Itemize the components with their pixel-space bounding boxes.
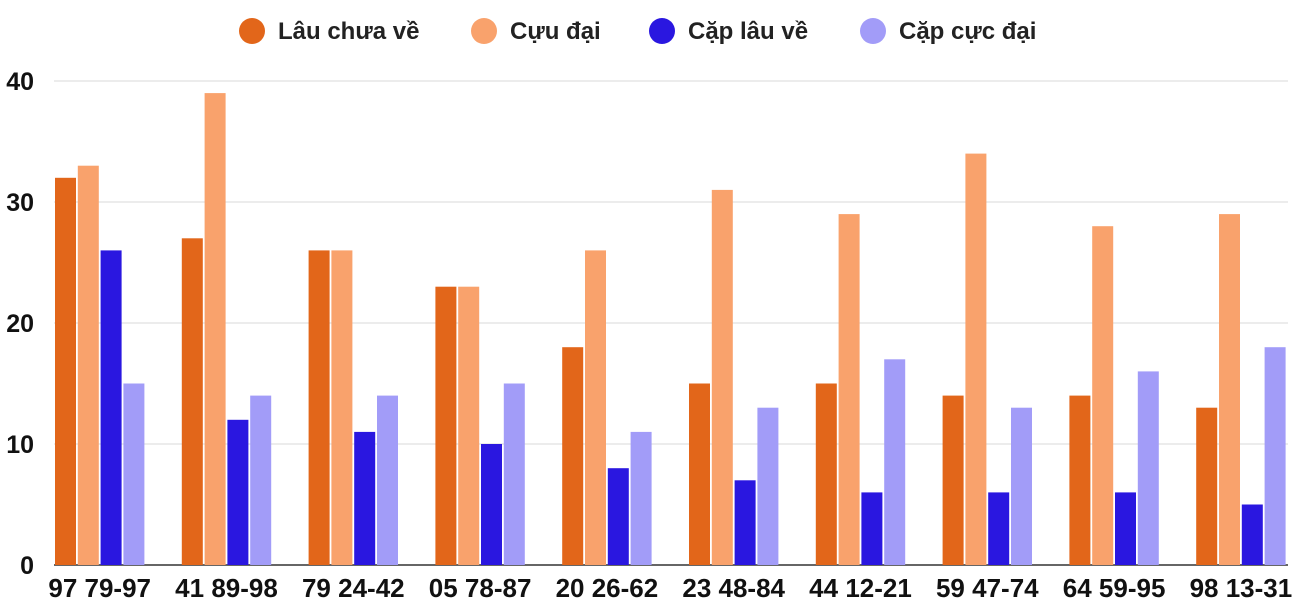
bar-10-series-3 [1241, 504, 1263, 565]
bar-3-series-1 [308, 250, 330, 565]
bar-3-series-4 [377, 395, 398, 565]
x-category-label-1: 97 79-97 [48, 573, 151, 600]
bar-1-series-3 [100, 250, 122, 565]
y-tick-label-30: 30 [6, 189, 34, 217]
y-tick-label-20: 20 [6, 310, 34, 338]
legend-label-2: Cựu đại [510, 18, 601, 45]
legend-marker-4 [860, 18, 886, 44]
bar-5-series-3 [607, 468, 629, 565]
x-category-label-9: 64 59-95 [1063, 573, 1166, 600]
x-category-label-7: 44 12-21 [809, 573, 912, 600]
legend-label-1: Lâu chưa về [278, 18, 419, 45]
bar-9-series-4 [1137, 371, 1159, 565]
x-category-label-5: 20 26-62 [556, 573, 659, 600]
y-tick-label-10: 10 [6, 431, 34, 459]
bar-10-series-2 [1219, 214, 1240, 565]
bar-6-series-4 [757, 407, 779, 565]
bar-7-series-4 [884, 359, 906, 565]
bar-6-series-3 [734, 480, 756, 565]
x-axis-labels: 97 79-97 41 89-98 79 24-42 05 78-87 20 26-62… [48, 573, 1292, 600]
y-tick-label-40: 40 [6, 68, 34, 96]
bar-9-series-2 [1092, 226, 1114, 565]
bar-2-series-2 [204, 93, 226, 565]
bar-9-series-3 [1115, 492, 1136, 565]
bar-8-series-1 [942, 395, 964, 565]
y-axis-ticks: 0 10 20 30 40 [6, 68, 34, 580]
bar-4-series-1 [435, 286, 457, 565]
legend-marker-1 [239, 18, 265, 44]
bar-8-series-2 [965, 153, 987, 565]
bar-1-series-1 [55, 177, 76, 566]
bar-3-series-3 [354, 431, 376, 565]
bar-7-series-1 [815, 383, 837, 565]
bar-2-series-4 [250, 395, 272, 565]
y-tick-label-0: 0 [20, 552, 34, 580]
legend: Lâu chưa về Cựu đại Cặp lâu về Cặp cực đại [239, 18, 1036, 45]
x-category-label-8: 59 47-74 [936, 573, 1039, 600]
bar-10-series-1 [1196, 407, 1218, 565]
bars [55, 93, 1286, 566]
legend-label-3: Cặp lâu về [688, 18, 808, 45]
x-category-label-10: 98 13-31 [1190, 573, 1293, 600]
bar-6-series-1 [689, 383, 710, 565]
bar-6-series-2 [711, 189, 733, 565]
bar-9-series-1 [1069, 395, 1091, 565]
x-category-label-4: 05 78-87 [429, 573, 532, 600]
bar-5-series-1 [562, 347, 584, 565]
bar-1-series-2 [77, 165, 99, 565]
bar-2-series-1 [181, 238, 203, 566]
bar-2-series-3 [227, 419, 249, 565]
bar-4-series-2 [458, 286, 480, 565]
bar-7-series-3 [861, 492, 883, 565]
bar-4-series-4 [503, 383, 525, 565]
bar-3-series-2 [331, 250, 353, 565]
legend-label-4: Cặp cực đại [899, 18, 1036, 45]
bar-5-series-4 [630, 431, 652, 565]
bar-7-series-2 [838, 214, 860, 565]
x-category-label-2: 41 89-98 [175, 573, 278, 600]
bar-5-series-2 [585, 250, 606, 565]
legend-marker-2 [471, 18, 497, 44]
bar-8-series-3 [988, 492, 1010, 565]
bar-1-series-4 [123, 383, 145, 565]
bar-8-series-4 [1011, 407, 1032, 565]
x-category-label-3: 79 24-42 [302, 573, 405, 600]
bar-10-series-4 [1264, 347, 1286, 565]
legend-marker-3 [649, 18, 675, 44]
bar-4-series-3 [481, 444, 502, 565]
x-category-label-6: 23 48-84 [682, 573, 785, 600]
